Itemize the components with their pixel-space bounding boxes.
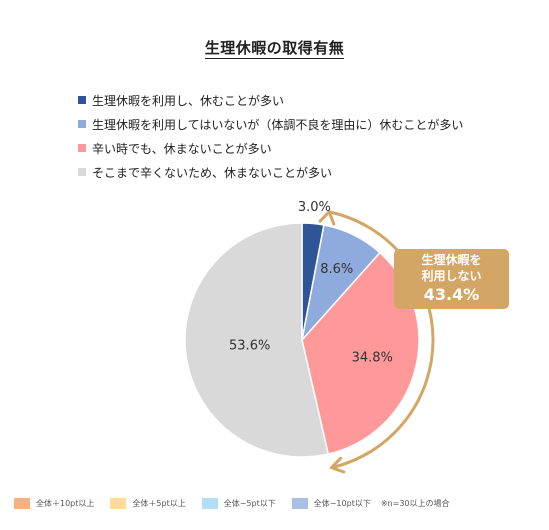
footer-item-2: 全体＋5pt以上 — [110, 498, 186, 509]
annotation-arrowhead-top — [318, 210, 336, 226]
pie-data-label-1: 3.0% — [298, 200, 331, 215]
footer-label-1: 全体＋10pt以上 — [36, 499, 95, 508]
legend-swatch-3 — [78, 144, 86, 152]
legend-swatch-1 — [78, 96, 86, 104]
annotation-arrowhead-bottom — [329, 456, 346, 474]
pie-data-label-2: 8.6% — [320, 262, 353, 277]
legend-swatch-4 — [78, 168, 86, 176]
legend-swatch-2 — [78, 120, 86, 128]
footer-item-4: 全体−10pt以下 — [291, 498, 371, 509]
chart-title: 生理休暇の取得有無 — [204, 39, 345, 59]
callout-value: 43.4% — [423, 285, 480, 304]
pie-data-label-4: 53.6% — [229, 338, 270, 353]
legend-label-2: 生理休暇を利用してはいないが（体調不良を理由に）休むことが多い — [92, 117, 464, 132]
legend-label-1: 生理休暇を利用し、休むことが多い — [92, 93, 285, 108]
callout-label-2: 利用しない — [421, 269, 482, 283]
footer-label-3: 全体−5pt以下 — [223, 499, 276, 508]
footer-item-1: 全体＋10pt以上 — [14, 498, 94, 509]
footer-swatch-3 — [201, 498, 218, 509]
pie-data-label-3: 34.8% — [352, 351, 393, 366]
pie-slice-4 — [184, 222, 330, 458]
legend-item-1: 生理休暇を利用し、休むことが多い — [78, 88, 463, 112]
legend: 生理休暇を利用し、休むことが多い 生理休暇を利用してはいないが（体調不良を理由に… — [78, 88, 463, 184]
footer-note: ※n=30以上の場合 — [380, 499, 450, 508]
footer-swatch-1 — [14, 498, 30, 509]
legend-item-3: 辛い時でも、休まないことが多い — [78, 136, 463, 160]
callout-label-1: 生理休暇を — [421, 253, 482, 267]
footer-item-3: 全体−5pt以下 — [201, 498, 276, 509]
legend-label-3: 辛い時でも、休まないことが多い — [92, 141, 272, 156]
footer-label-4: 全体−10pt以下 — [313, 499, 371, 508]
legend-label-4: そこまで辛くないため、休まないことが多い — [92, 165, 333, 180]
footer-legend: 全体＋10pt以上 全体＋5pt以上 全体−5pt以下 全体−10pt以下 ※n… — [14, 498, 450, 509]
footer-swatch-4 — [291, 498, 308, 509]
annotation-arc — [328, 210, 435, 470]
footer-label-2: 全体＋5pt以上 — [132, 499, 186, 508]
footer-swatch-2 — [110, 498, 127, 509]
legend-item-2: 生理休暇を利用してはいないが（体調不良を理由に）休むことが多い — [78, 112, 463, 136]
callout-box: 生理休暇を 利用しない 43.4% — [394, 249, 509, 309]
legend-item-4: そこまで辛くないため、休まないことが多い — [78, 160, 463, 184]
